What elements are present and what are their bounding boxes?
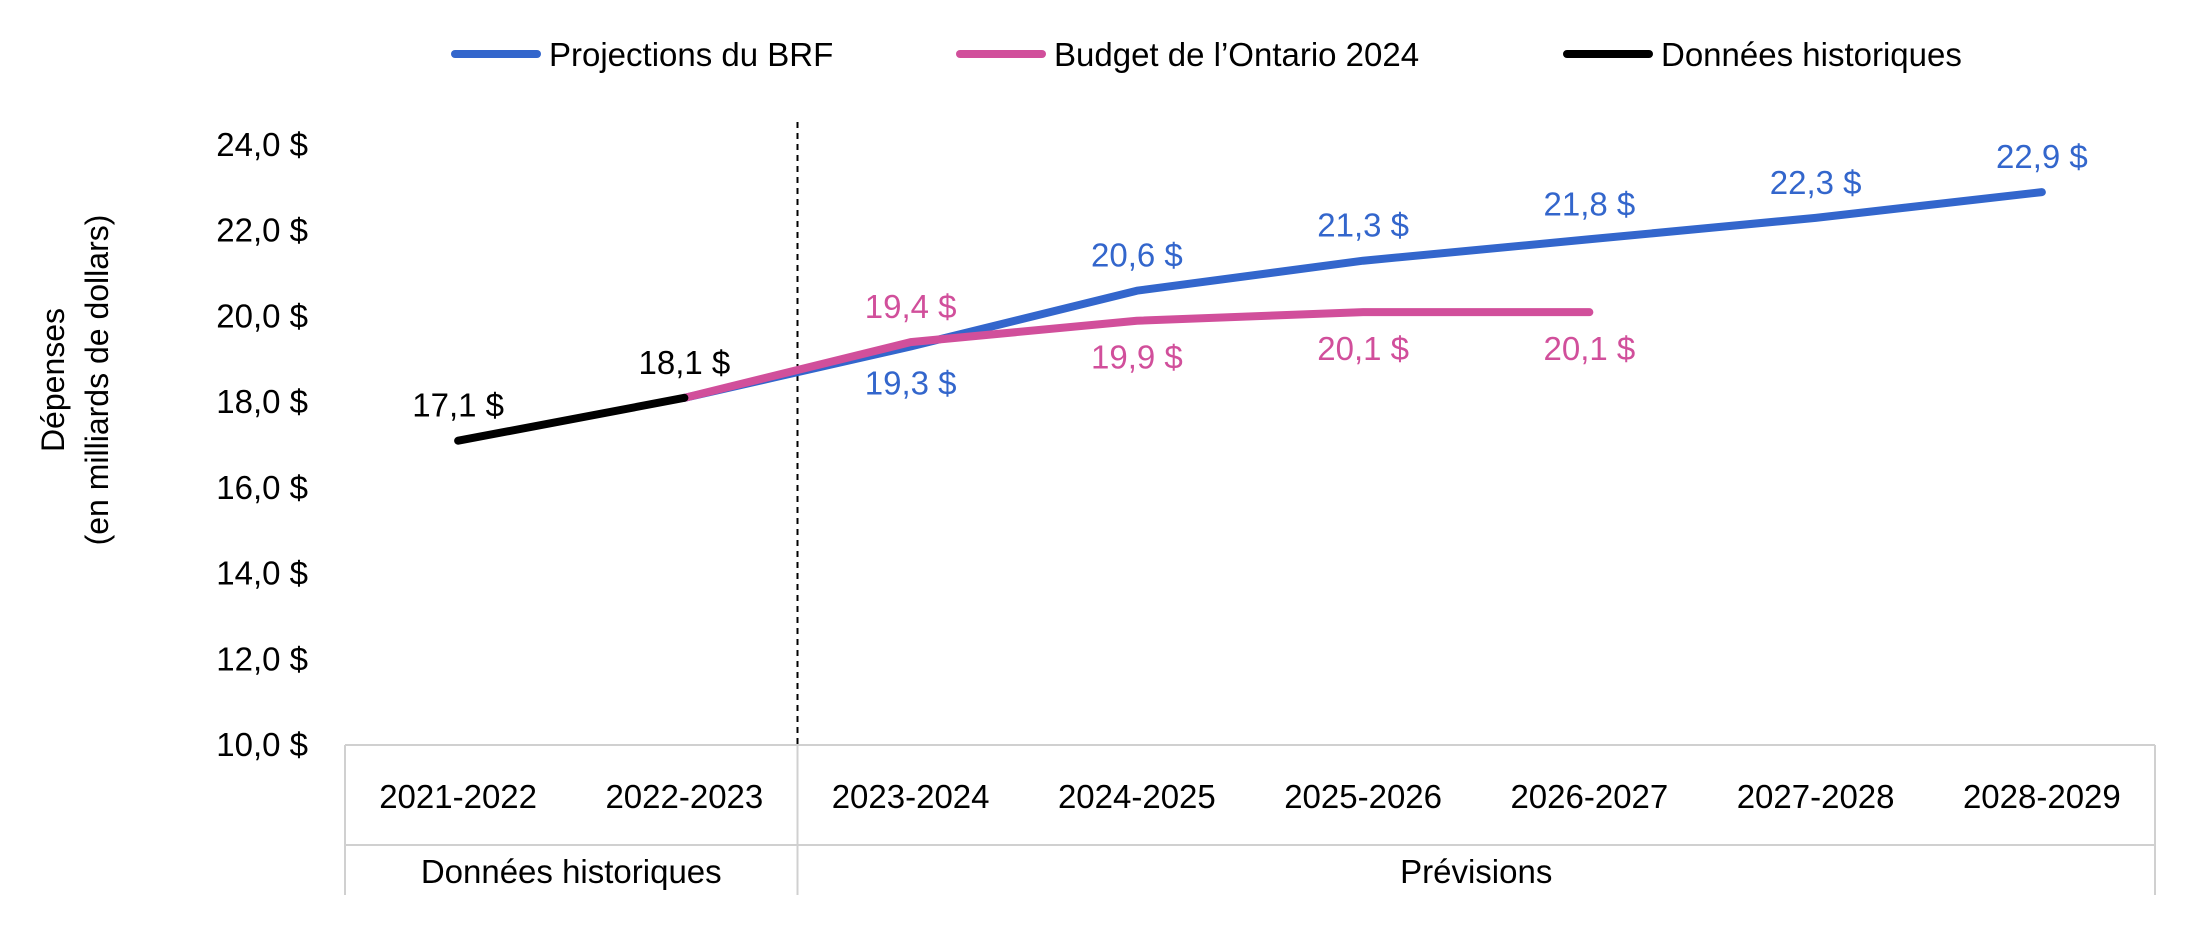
legend-label-budget: Budget de l’Ontario 2024 xyxy=(1054,36,1419,73)
data-label-hist: 17,1 $ xyxy=(412,387,504,424)
x-tick-label: 2024-2025 xyxy=(1058,778,1216,815)
data-label-brf: 22,9 $ xyxy=(1996,138,2088,175)
x-group-label: Données historiques xyxy=(421,853,722,890)
data-label-budget: 20,1 $ xyxy=(1317,330,1409,367)
legend-label-hist: Données historiques xyxy=(1661,36,1962,73)
x-tick-label: 2027-2028 xyxy=(1737,778,1895,815)
data-label-hist: 18,1 $ xyxy=(639,344,731,381)
data-label-brf: 21,8 $ xyxy=(1544,185,1636,222)
data-label-budget: 20,1 $ xyxy=(1544,330,1636,367)
x-tick-label: 2023-2024 xyxy=(832,778,990,815)
data-label-brf: 20,6 $ xyxy=(1091,237,1183,274)
y-tick-label: 14,0 $ xyxy=(216,555,308,592)
series-line-hist xyxy=(454,393,689,445)
series-line-budget xyxy=(680,308,1594,402)
series-line-brf xyxy=(680,188,2046,402)
data-label-brf: 19,3 $ xyxy=(865,364,957,401)
x-tick-label: 2028-2029 xyxy=(1963,778,2121,815)
y-tick-label: 18,0 $ xyxy=(216,383,308,420)
data-label-budget: 19,4 $ xyxy=(865,288,957,325)
y-tick-label: 16,0 $ xyxy=(216,469,308,506)
x-tick-label: 2025-2026 xyxy=(1284,778,1442,815)
x-group-label: Prévisions xyxy=(1400,853,1552,890)
data-label-brf: 21,3 $ xyxy=(1317,207,1409,244)
data-label-brf: 22,3 $ xyxy=(1770,164,1862,201)
y-axis-title-line2: (en milliards de dollars) xyxy=(79,215,115,546)
data-label-budget: 19,9 $ xyxy=(1091,339,1183,376)
x-tick-label: 2026-2027 xyxy=(1510,778,1668,815)
legend-label-brf: Projections du BRF xyxy=(549,36,833,73)
y-tick-label: 20,0 $ xyxy=(216,297,308,334)
y-tick-label: 12,0 $ xyxy=(216,640,308,677)
x-tick-label: 2021-2022 xyxy=(379,778,537,815)
y-tick-label: 10,0 $ xyxy=(216,726,308,763)
y-tick-label: 22,0 $ xyxy=(216,212,308,249)
y-tick-label: 24,0 $ xyxy=(216,126,308,163)
y-axis-title-line1: Dépenses xyxy=(35,308,71,452)
x-tick-label: 2022-2023 xyxy=(605,778,763,815)
